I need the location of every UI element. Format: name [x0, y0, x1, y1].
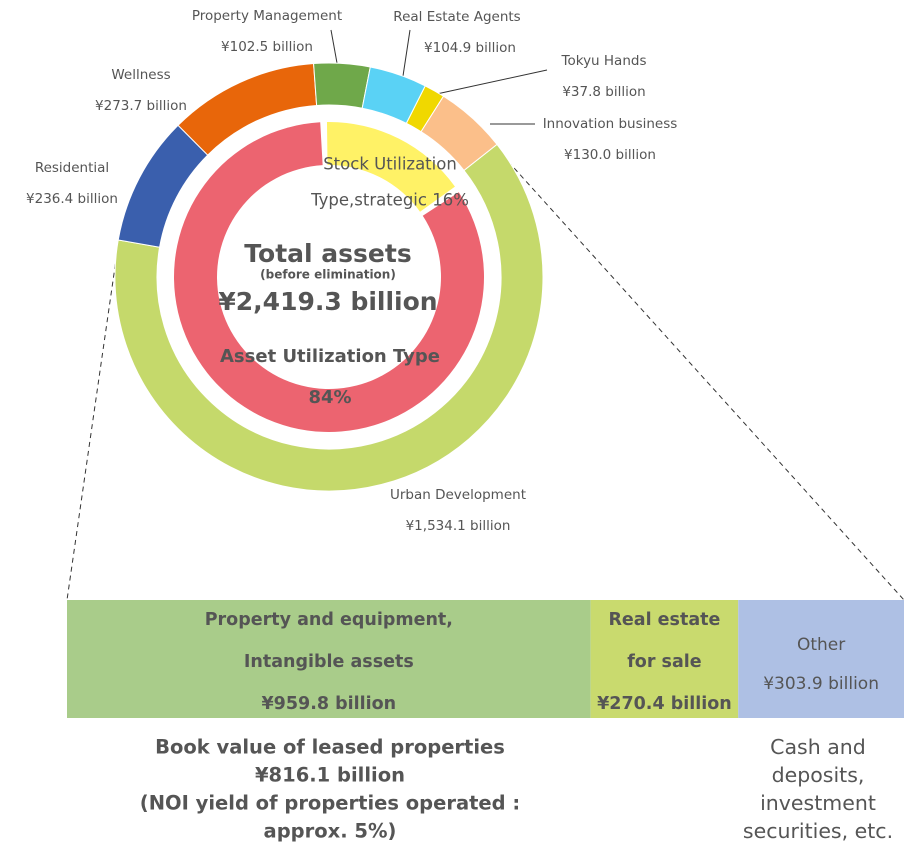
annotation: approx. 5%): [264, 820, 397, 843]
segment-label: for sale: [627, 652, 702, 672]
center-text: (before elimination): [260, 268, 396, 282]
center-text: ¥2,419.3 billion: [218, 287, 437, 316]
segment-label: Real estate: [608, 610, 720, 630]
annotation: Book value of leased properties: [155, 736, 505, 759]
donut-segment: [313, 62, 371, 109]
segment-label: Residential: [35, 160, 109, 176]
annotation: securities, etc.: [743, 819, 893, 843]
annotation: ¥816.1 billion: [255, 764, 405, 787]
segment-value: ¥37.8 billion: [562, 84, 645, 100]
donut-segment: [326, 122, 455, 212]
segment-label: Real Estate Agents: [393, 9, 520, 25]
segment-value: ¥102.5 billion: [221, 39, 313, 55]
segment-value: ¥959.8 billion: [262, 694, 397, 714]
segment-value: ¥130.0 billion: [564, 147, 656, 163]
bar-segment: [738, 600, 904, 718]
leader-lines: [66, 29, 905, 601]
segment-value: ¥236.4 billion: [26, 191, 118, 207]
segment-label: Asset Utilization Type: [220, 346, 440, 367]
donut-segment: [114, 143, 544, 492]
segment-value: ¥303.9 billion: [763, 674, 879, 694]
center-text: Total assets: [244, 239, 411, 268]
segment-value: Type,strategic 16%: [310, 191, 469, 210]
segment-label: Urban Development: [390, 487, 526, 503]
segment-label: Intangible assets: [244, 652, 414, 672]
segment-value: ¥273.7 billion: [95, 98, 187, 114]
segment-label: Tokyu Hands: [561, 53, 647, 69]
zoom-line: [66, 245, 119, 601]
segment-label: Wellness: [111, 67, 170, 83]
bar-segment: [67, 600, 591, 718]
segment-label: Innovation business: [543, 116, 678, 132]
segment-value: ¥1,534.1 billion: [406, 518, 511, 534]
annotation: investment: [760, 791, 876, 815]
segment-label: Property and equipment,: [205, 610, 453, 630]
bar-segment: [590, 600, 739, 718]
annotation: deposits,: [772, 763, 865, 787]
leader-line: [402, 29, 411, 77]
segment-label: Other: [797, 635, 845, 655]
zoom-line: [495, 147, 905, 601]
segment-value: ¥270.4 billion: [597, 694, 732, 714]
segment-value: 84%: [308, 387, 351, 408]
leader-line: [330, 29, 338, 64]
annotation: (NOI yield of properties operated :: [140, 792, 520, 815]
segment-value: ¥104.9 billion: [424, 40, 516, 56]
segment-label: Property Management: [192, 8, 342, 24]
segment-label: Stock Utilization: [323, 155, 457, 174]
leader-line: [431, 69, 548, 96]
annotation: Cash and: [770, 735, 866, 759]
donut-segment: [420, 95, 498, 172]
